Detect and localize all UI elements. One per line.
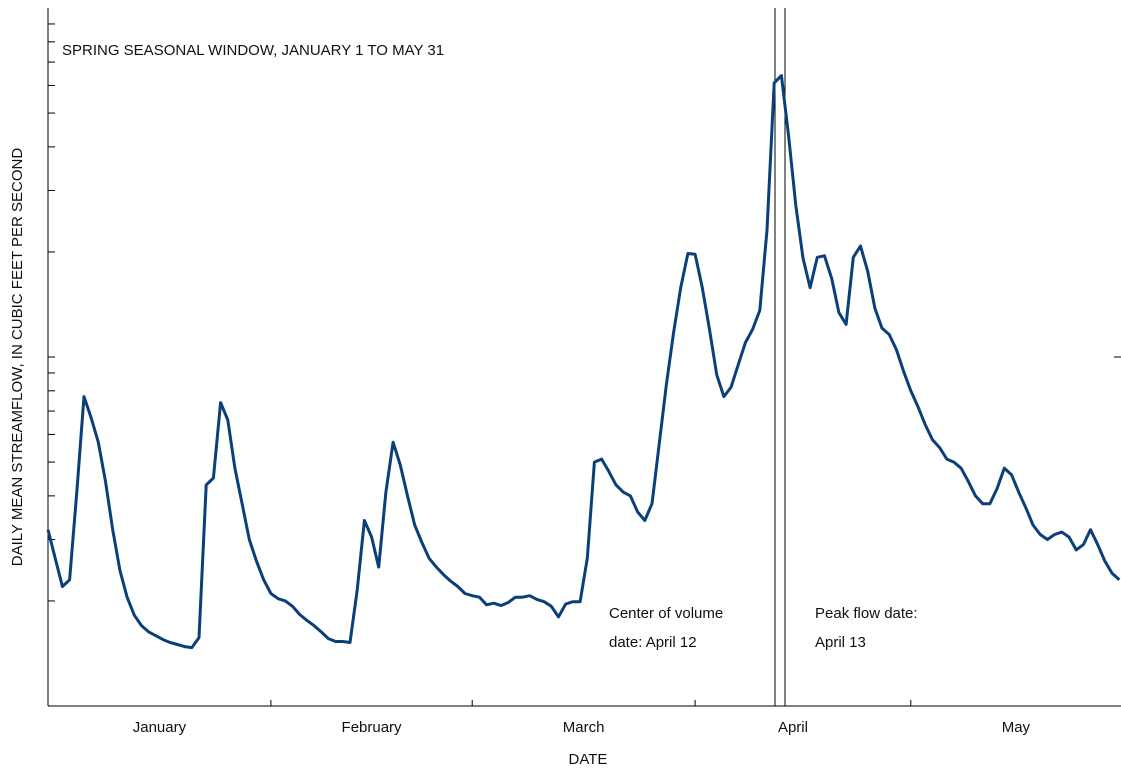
chart-title: SPRING SEASONAL WINDOW, JANUARY 1 TO MAY… [62,42,444,59]
x-tick-label: April [778,719,808,736]
annotation: April 13 [815,634,866,651]
x-axis-title: DATE [569,751,608,768]
y-axis-title: DAILY MEAN STREAMFLOW, IN CUBIC FEET PER… [9,148,26,567]
annotation: Center of volume [609,605,723,622]
flow-line [46,74,1121,650]
annotation: date: April 12 [609,634,697,651]
x-tick-label: February [342,719,403,736]
x-tick-label: May [1002,719,1031,736]
x-tick-label: March [563,719,605,736]
annotation: Peak flow date: [815,605,918,622]
x-tick-label: January [133,719,187,736]
